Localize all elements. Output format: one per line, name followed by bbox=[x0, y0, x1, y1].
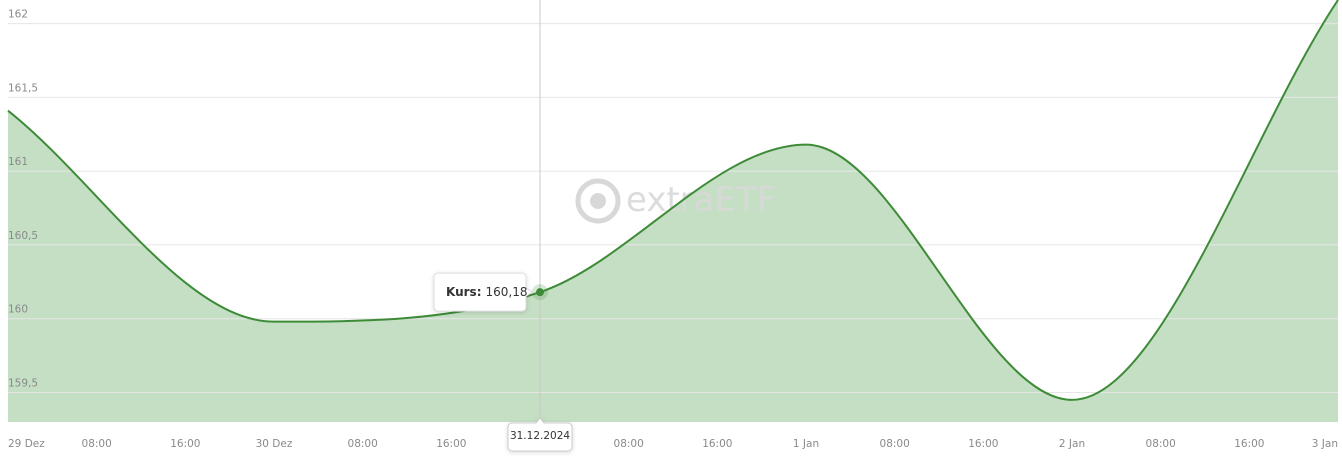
x-tick-label: 1 Jan bbox=[793, 438, 819, 450]
watermark-logo-dot bbox=[590, 193, 606, 209]
y-tick-label: 161 bbox=[8, 156, 28, 168]
y-tick-label: 161,5 bbox=[8, 82, 38, 94]
y-tick-label: 159,5 bbox=[8, 377, 38, 389]
watermark-logo bbox=[575, 178, 621, 224]
x-tick-label: 16:00 bbox=[1234, 438, 1264, 450]
tooltip-text: Kurs: 160,18 bbox=[446, 285, 528, 299]
watermark-text: extraETF bbox=[626, 180, 776, 220]
date-label: 31.12.2024 bbox=[510, 430, 570, 442]
y-tick-label: 160 bbox=[8, 304, 28, 316]
tooltip-label: Kurs: bbox=[446, 285, 482, 299]
watermark-part: ETF bbox=[715, 180, 777, 220]
area bbox=[8, 0, 1338, 422]
point bbox=[536, 288, 544, 297]
x-tick-label: 16:00 bbox=[702, 438, 732, 450]
x-tick-label: 29 Dez bbox=[8, 438, 45, 450]
tooltip-value: 160,18 bbox=[486, 285, 528, 299]
x-tick-label: 16:00 bbox=[968, 438, 998, 450]
watermark: extraETF bbox=[575, 178, 776, 224]
x-tick-label: 08:00 bbox=[82, 438, 112, 450]
x-tick-label: 08:00 bbox=[880, 438, 910, 450]
x-tick-label: 16:00 bbox=[170, 438, 200, 450]
watermark-part: extra bbox=[626, 180, 715, 220]
y-tick-label: 160,5 bbox=[8, 230, 38, 242]
x-tick-label: 3 Jan bbox=[1312, 438, 1338, 450]
x-tick-label: 08:00 bbox=[614, 438, 644, 450]
tooltip-box bbox=[433, 272, 533, 312]
x-tick-label: 16:00 bbox=[436, 438, 466, 450]
line bbox=[7, 0, 1339, 401]
x-tick-label: 08:00 bbox=[348, 438, 378, 450]
x-tick-label: 30 Dez bbox=[256, 438, 293, 450]
y-tick-label: 162 bbox=[8, 9, 28, 21]
x-tick-label: 2 Jan bbox=[1059, 438, 1085, 450]
x-tick-label: 08:00 bbox=[1146, 438, 1176, 450]
date-box bbox=[507, 417, 573, 452]
tooltip: Kurs: 160,18 bbox=[433, 272, 533, 312]
